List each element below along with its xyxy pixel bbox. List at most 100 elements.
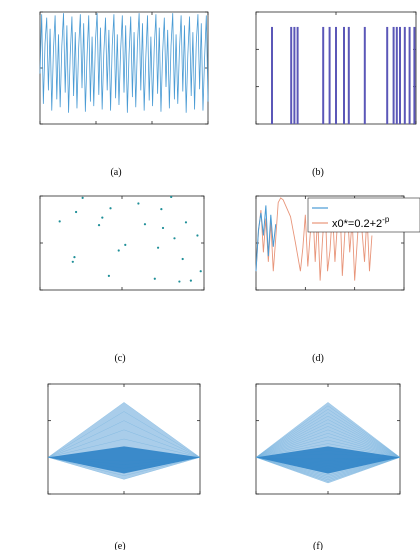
correlation-sample-line [47,402,125,458]
correlation-sample-line [255,409,329,458]
panel-a-label: (a) [110,167,121,178]
scatter-point [184,221,188,224]
correlation-sample-line [123,438,201,458]
correlation-sample-line [255,429,329,458]
histogram-bar [392,26,395,124]
correlation-inner-band [48,446,200,474]
scatter-point [199,270,202,273]
scatter-point [156,246,160,249]
scatter-point [97,224,101,227]
correlation-sample-line [255,422,329,458]
scatter-point [137,202,140,205]
correlation-sample-line [327,439,401,458]
correlation-sample-line [327,415,401,458]
histogram-bar [271,26,273,124]
panel-e-label: (e) [114,541,125,550]
correlation-sample-line [327,457,401,481]
histogram-bar [413,26,416,124]
legend-box [307,197,420,233]
panel-b [255,11,417,125]
histogram-bar [363,26,366,124]
correlation-sample-line [327,457,401,477]
histogram-bar [293,26,296,124]
histogram-bar [399,26,401,124]
histogram-bar [322,26,325,124]
correlation-sample-line [255,457,329,484]
scatter-point [81,196,84,199]
scatter-point [196,234,199,237]
legend-label-2-base: x0*=0.2+2 [332,218,382,230]
correlation-sample-line [255,457,329,479]
scatter-point [181,257,184,261]
scatter-point [161,226,165,230]
histogram-bar [343,26,345,124]
correlation-sample-line [327,457,401,484]
correlation-sample-line [123,457,201,476]
correlation-sample-line [327,402,401,458]
correlation-sample-line [255,419,329,458]
plot-frame [39,195,205,291]
correlation-sample-line [327,419,401,458]
histogram-bar [403,26,406,124]
legend-label-2-superscript: -p [382,215,390,224]
panel-e [47,383,201,495]
correlation-sample-line [255,402,329,458]
panel-f-label: (f) [313,541,323,550]
panel-b-label: (b) [312,167,324,178]
correlation-sample-line [327,457,401,476]
histogram-bar [386,26,389,124]
correlation-sample-line [255,412,329,458]
correlation-sample-line [327,409,401,458]
correlation-sample-line [327,443,401,458]
legend-label-2: x0*=0.2+2-p [332,215,390,230]
correlation-sample-line [255,405,329,458]
scatter-point [107,274,110,277]
scatter-point [58,220,61,223]
series-line [39,13,209,113]
correlation-sample-line [327,457,401,482]
correlation-sample-line [255,426,329,458]
scatter-point [153,277,156,280]
series-line-1 [255,205,277,272]
correlation-sample-line [327,429,401,458]
correlation-sample-line [123,420,201,458]
correlation-sample-line [123,457,201,480]
panel-c [39,195,205,291]
correlation-sample-line [47,457,125,480]
scatter-point [143,223,147,226]
scatter-point [124,243,127,246]
correlation-sample-line [255,433,329,458]
correlation-sample-line [327,436,401,458]
scatter-point [73,256,76,259]
correlation-sample-line [255,457,329,476]
correlation-sample-line [47,438,125,458]
scatter-point [189,279,192,282]
histogram-bar [296,26,299,124]
correlation-sample-line [255,439,329,458]
scatter-point [117,249,120,252]
correlation-sample-line [123,402,201,458]
correlation-sample-line [327,405,401,458]
correlation-sample-line [327,412,401,458]
correlation-sample-line [255,457,329,481]
correlation-sample-line [123,429,201,458]
scatter-point [74,210,78,214]
plot-frame [39,11,209,125]
histogram-bar [328,26,331,124]
panel-c-label: (c) [114,353,125,364]
scatter-point [178,280,181,283]
panel-d-label: (d) [312,353,324,364]
correlation-sample-line [255,457,329,477]
histogram-bar [395,26,398,124]
correlation-sample-line [327,457,401,479]
correlation-sample-line [123,411,201,458]
scatter-point [71,260,74,263]
correlation-sample-line [47,420,125,458]
correlation-sample-line [47,429,125,458]
correlation-sample-line [327,426,401,458]
panel-d: x0*=0.2+2-p [255,195,420,291]
scatter-point [101,216,104,219]
scatter-point [109,207,112,210]
scatter-point [160,208,163,211]
